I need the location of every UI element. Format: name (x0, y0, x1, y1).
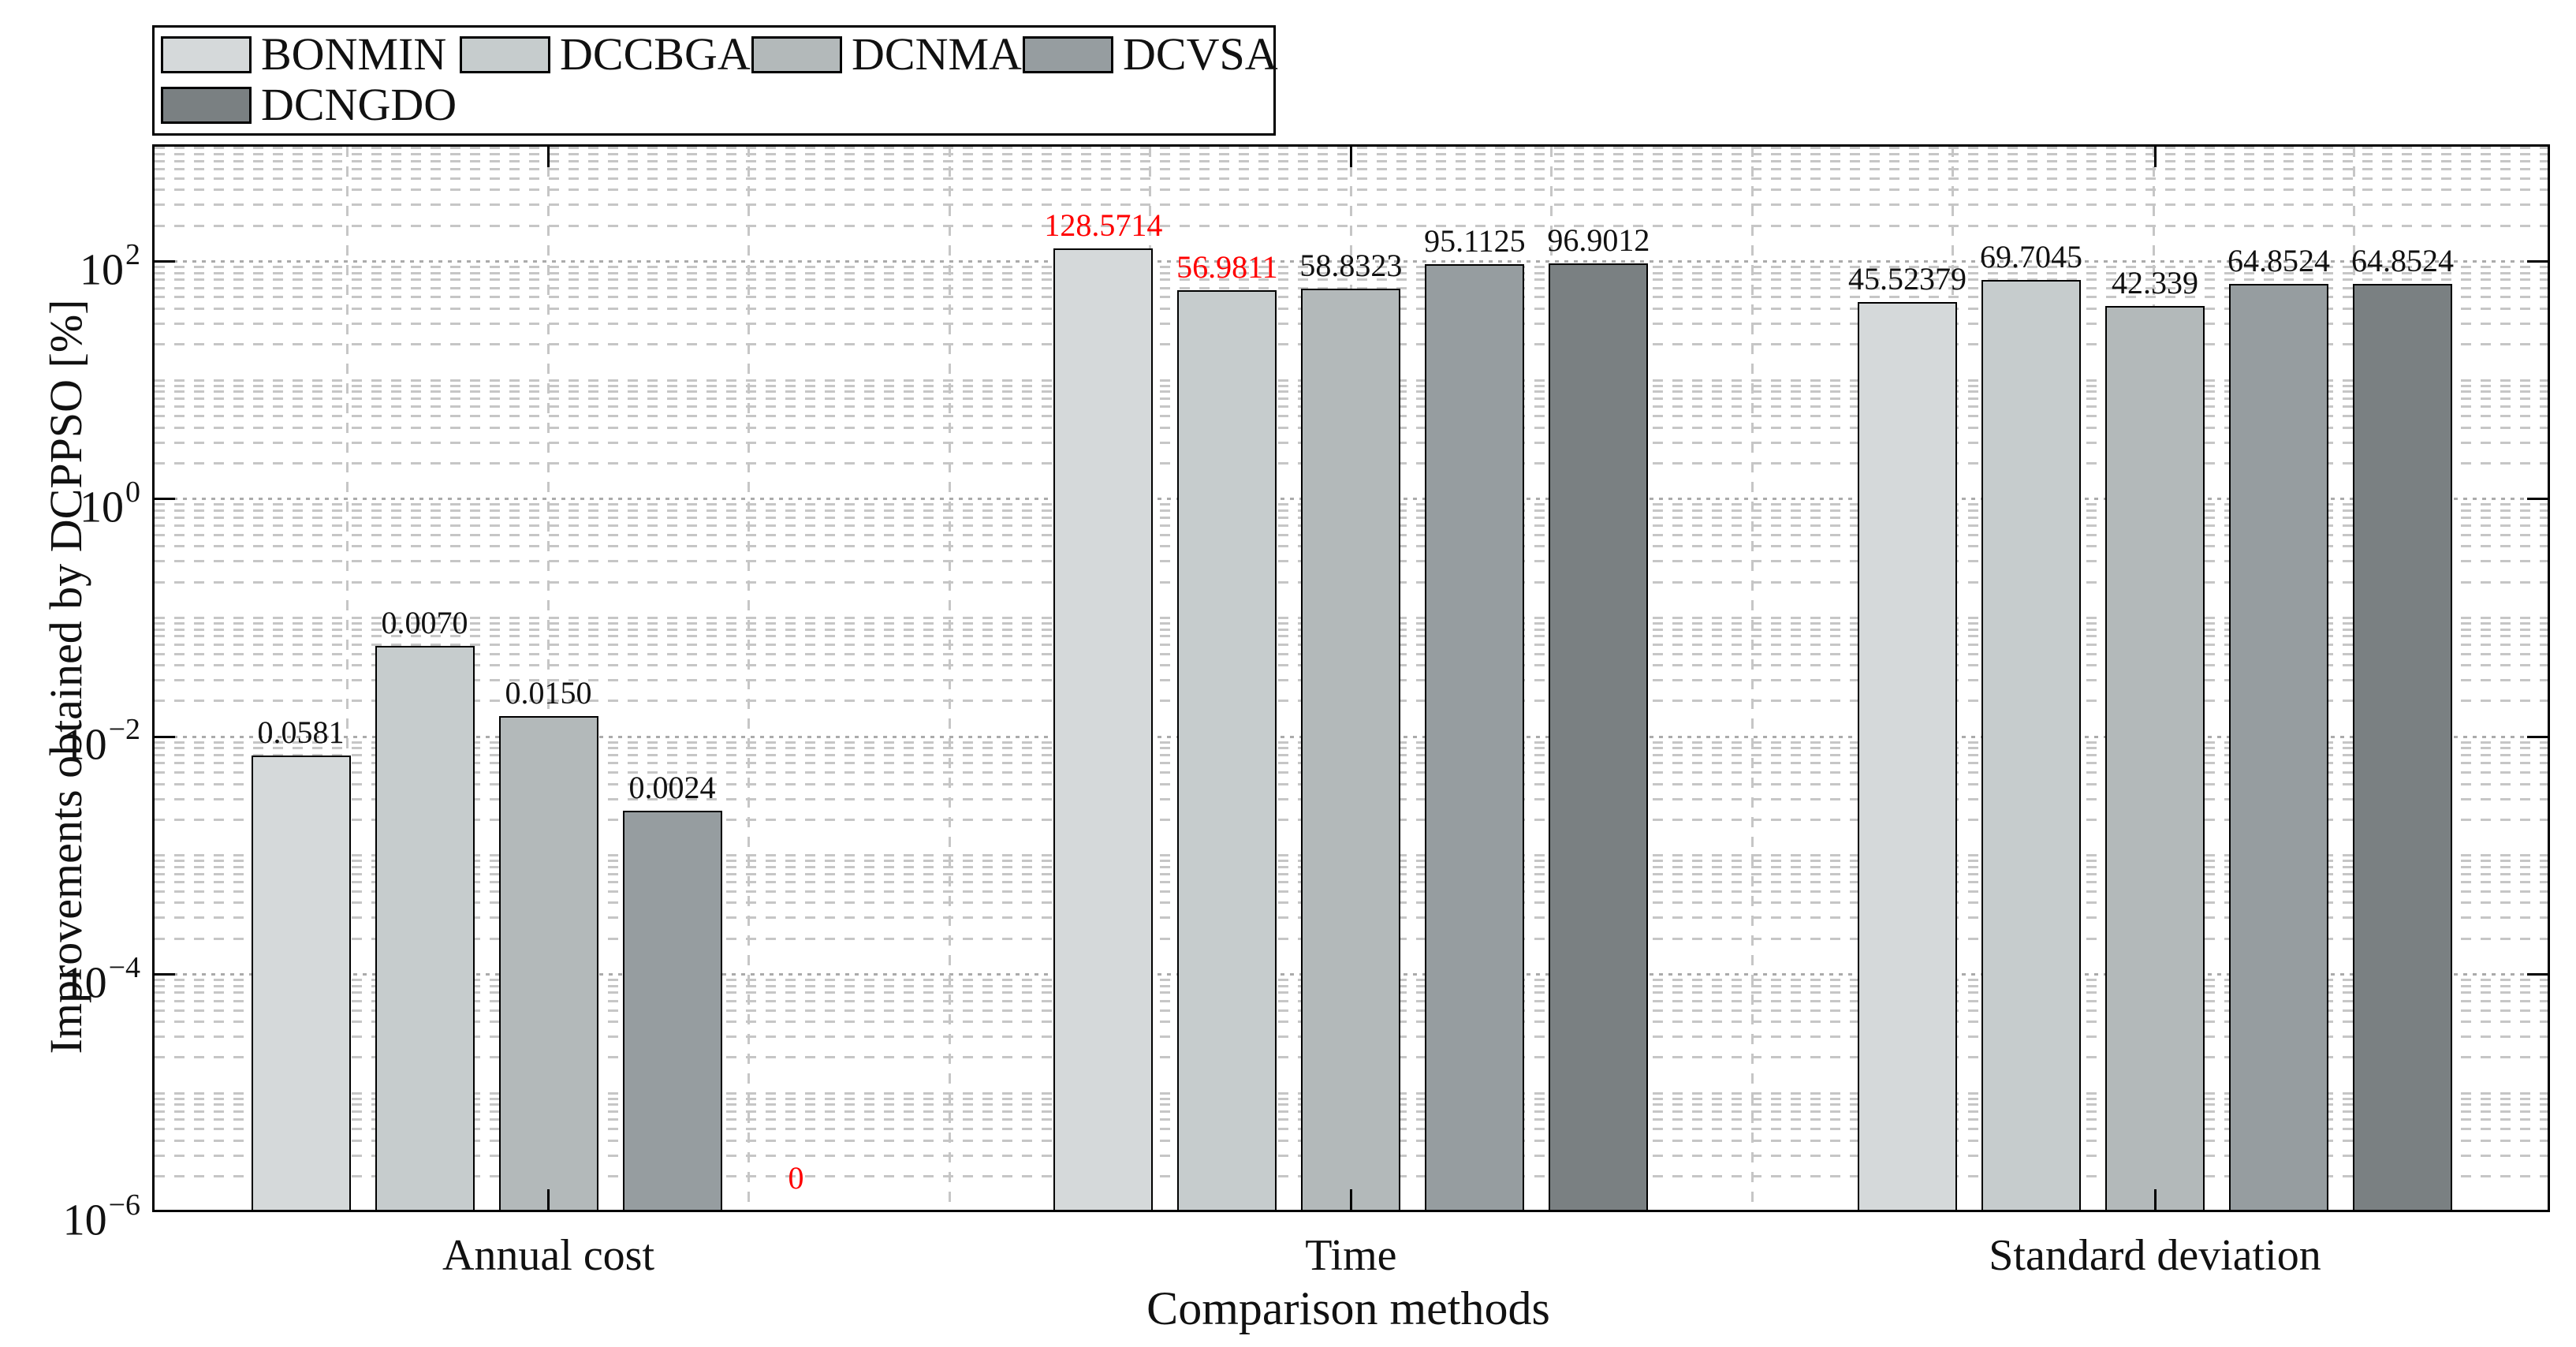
bar-value-label: 64.8524 (2227, 242, 2330, 278)
bar-dcvsa (622, 810, 722, 1212)
x-category-label: Annual cost (442, 1231, 655, 1280)
y-tick (152, 498, 175, 501)
x-tick (1349, 1189, 1352, 1212)
y-tick-right (2527, 260, 2550, 263)
bar-value-label: 0 (788, 1160, 804, 1196)
bar-value-label: 45.52379 (1848, 261, 1966, 297)
y-tick (152, 973, 175, 976)
bar-dccbga (1981, 280, 2081, 1212)
bar-value-label: 0.0024 (628, 769, 716, 805)
bar-value-label: 0.0070 (381, 605, 468, 641)
y-tick-label: 102 (80, 237, 140, 295)
y-tick-right (2527, 498, 2550, 501)
legend-label-dccbga: DCCBGA (560, 28, 751, 80)
legend-label-bonmin: BONMIN (261, 28, 447, 80)
legend-swatch-dcngdo (161, 87, 252, 124)
x-minor-gridline (346, 147, 349, 1210)
x-tick (547, 1189, 550, 1212)
legend-swatch-bonmin (161, 36, 252, 73)
x-tick (2153, 1189, 2157, 1212)
x-axis-label: Comparison methods (1146, 1282, 1550, 1334)
bar-value-label: 96.9012 (1547, 222, 1650, 258)
y-tick (152, 260, 175, 263)
legend-label-dcngdo: DCNGDO (261, 79, 457, 130)
bar-dcnma (498, 715, 598, 1212)
bar-dccbga (375, 646, 475, 1212)
legend-label-dcnma: DCNMA (852, 28, 1022, 80)
bar-bonmin (1858, 302, 1957, 1212)
bar-bonmin (1053, 248, 1154, 1212)
bar-dcngdo (2353, 283, 2452, 1212)
legend-label-dcvsa: DCVSA (1123, 28, 1278, 80)
y-tick-label: 10−6 (62, 1188, 140, 1245)
y-tick-right (2527, 973, 2550, 976)
bar-dcngdo (1549, 263, 1649, 1212)
y-tick (152, 735, 175, 738)
legend-swatch-dccbga (460, 36, 550, 73)
legend-swatch-dcvsa (1023, 36, 1113, 73)
x-category-label: Standard deviation (1989, 1231, 2321, 1280)
bar-dcvsa (1425, 263, 1525, 1212)
bar-value-label: 0.0581 (257, 714, 345, 750)
x-category-label: Time (1305, 1231, 1397, 1280)
bar-dcvsa (2229, 283, 2328, 1212)
bar-bonmin (251, 755, 351, 1212)
bar-value-label: 69.7045 (1980, 239, 2082, 275)
bar-value-label: 64.8524 (2351, 242, 2454, 278)
bar-dcnma (2105, 305, 2205, 1212)
y-tick-label: 10−4 (62, 950, 140, 1008)
bar-value-label: 56.9811 (1176, 249, 1278, 285)
bar-dccbga (1177, 290, 1277, 1212)
x-minor-gridline (546, 147, 550, 1210)
x-tick-top (1349, 144, 1352, 167)
x-tick-top (2153, 144, 2157, 167)
y-axis-label: Improvements obtained by DCPPSO [%] (40, 299, 91, 1054)
bar-value-label: 128.5714 (1044, 207, 1163, 244)
x-minor-gridline (747, 147, 750, 1210)
y-tick-label: 100 (80, 475, 140, 532)
y-tick-right (2527, 735, 2550, 738)
legend-swatch-dcnma (751, 36, 842, 73)
x-tick-top (547, 144, 550, 167)
bar-value-label: 58.8323 (1299, 248, 1403, 284)
bar-value-label: 0.0150 (505, 674, 592, 711)
x-minor-gridline (948, 147, 951, 1210)
bar-value-label: 42.339 (2112, 264, 2198, 300)
y-tick-label: 10−2 (62, 713, 140, 770)
bar-dcnma (1301, 289, 1401, 1212)
bar-value-label: 95.1125 (1424, 222, 1526, 259)
x-minor-gridline (1750, 147, 1754, 1210)
